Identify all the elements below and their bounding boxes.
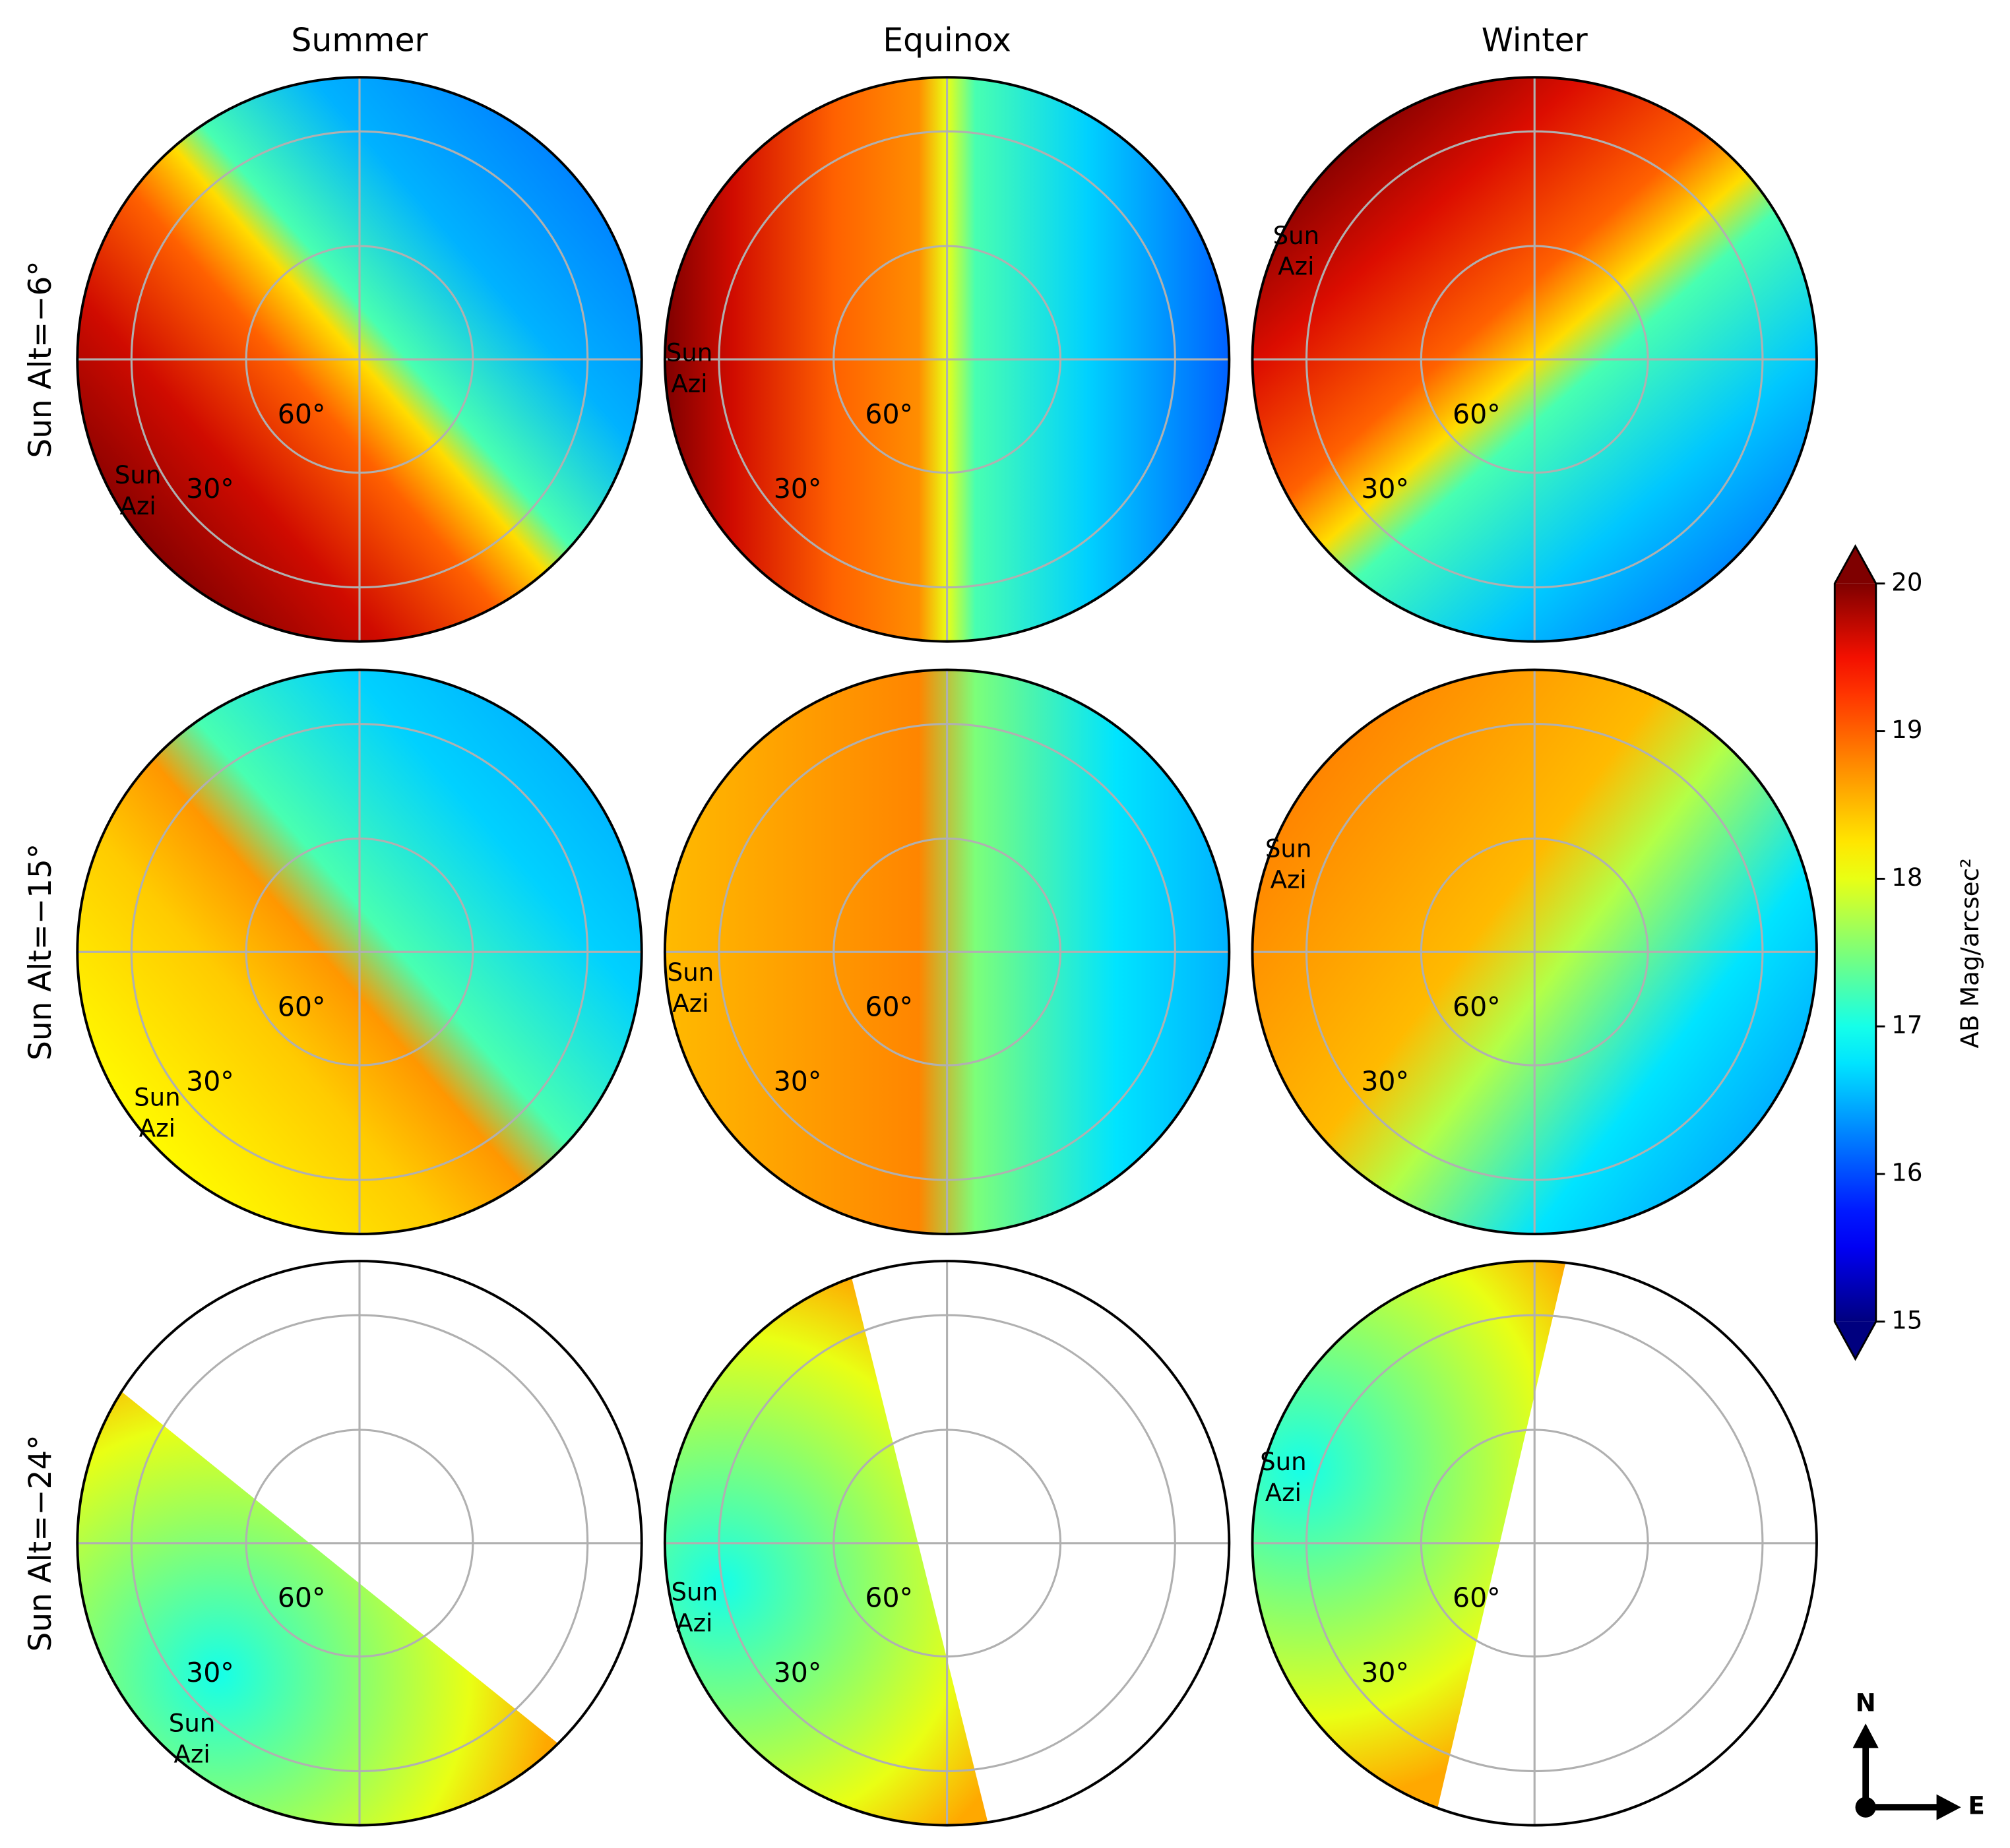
polar-panel: 60° 30° Sun Azi (1251, 76, 1818, 643)
colorbar-tick-label: 18 (1891, 863, 1922, 892)
compass-north: N (1856, 1688, 1876, 1717)
panel-border (76, 668, 643, 1236)
polar-panel: 60° 30° Sun Azi (663, 1260, 1231, 1827)
colorbar-tick-label: 19 (1891, 716, 1922, 744)
sun-label: Sun (169, 1709, 216, 1738)
colorbar-tick-label: 20 (1891, 568, 1922, 596)
panel-border (663, 1260, 1231, 1827)
sun-label: Azi (174, 1740, 210, 1769)
radial-label: 30° (774, 1657, 822, 1688)
panel-border (1251, 76, 1818, 643)
colorbar-tick-label: 17 (1891, 1011, 1922, 1039)
colorbar (1835, 583, 1876, 1322)
sun-label: Sun (1265, 835, 1312, 863)
colorbar-tick-label: 16 (1891, 1159, 1922, 1187)
sun-label: Azi (676, 1609, 712, 1637)
sun-label: Azi (1271, 865, 1307, 894)
radial-label: 60° (278, 1582, 326, 1614)
radial-label: 30° (186, 1657, 234, 1688)
sun-label: Sun (672, 1578, 718, 1606)
row-label: Sun Alt=−15° (22, 844, 59, 1061)
radial-label: 30° (1361, 473, 1409, 505)
sun-label: Azi (139, 1114, 175, 1142)
panel-border (1251, 668, 1818, 1236)
sun-label: Azi (1265, 1479, 1302, 1507)
column-title: Equinox (883, 21, 1011, 59)
sun-label: Azi (671, 369, 707, 398)
column-title: Summer (291, 21, 428, 59)
colorbar-extend-max (1835, 546, 1876, 584)
sun-label: Sun (1260, 1448, 1307, 1476)
compass-origin (1855, 1797, 1876, 1818)
radial-label: 60° (1453, 1582, 1501, 1614)
sun-label: Sun (668, 958, 714, 987)
panel-border (1251, 1260, 1818, 1827)
radial-label: 30° (1361, 1657, 1409, 1688)
radial-label: 30° (774, 1066, 822, 1097)
radial-label: 60° (278, 398, 326, 430)
panel-border (663, 668, 1231, 1236)
polar-panel: 60° 30°Sun Azi (76, 668, 643, 1236)
radial-label: 30° (1361, 1066, 1409, 1097)
panel-border (76, 1260, 643, 1827)
sun-label: Sun (115, 461, 162, 489)
radial-label: 30° (186, 473, 234, 505)
radial-label: 30° (774, 473, 822, 505)
row-label: Sun Alt=−24° (22, 1434, 59, 1651)
radial-label: 60° (1453, 398, 1501, 430)
radial-label: 60° (1453, 991, 1501, 1022)
sun-label: Azi (672, 989, 708, 1018)
panel-border (76, 76, 643, 643)
compass-head (1936, 1794, 1961, 1820)
compass-head (1852, 1723, 1879, 1748)
colorbar-extend-min (1835, 1321, 1876, 1359)
radial-label: 60° (865, 991, 913, 1022)
colorbar-outline (1833, 544, 1877, 1361)
radial-label: 60° (278, 991, 326, 1022)
column-title: Winter (1482, 21, 1588, 59)
sun-label: Sun (134, 1083, 181, 1111)
sun-label: Sun (666, 339, 713, 367)
compass-east: E (1968, 1792, 1984, 1820)
radial-label: 60° (865, 1582, 913, 1614)
colorbar-label: AB Mag/arcsec² (1956, 858, 1984, 1048)
row-label: Sun Alt=−6° (22, 261, 59, 458)
radial-label: 60° (865, 398, 913, 430)
sun-label: Azi (1278, 253, 1314, 281)
sun-label: Sun (1273, 222, 1320, 250)
panel-border (663, 76, 1231, 643)
colorbar-tick-label: 15 (1891, 1306, 1922, 1334)
sun-label: Azi (119, 492, 156, 520)
radial-label: 30° (186, 1066, 234, 1097)
polar-panel: 60° 30° Sun Azi (1251, 1260, 1818, 1827)
sky-map (77, 1375, 561, 1826)
polar-panel: 60° 30° Sun Azi (76, 76, 643, 643)
